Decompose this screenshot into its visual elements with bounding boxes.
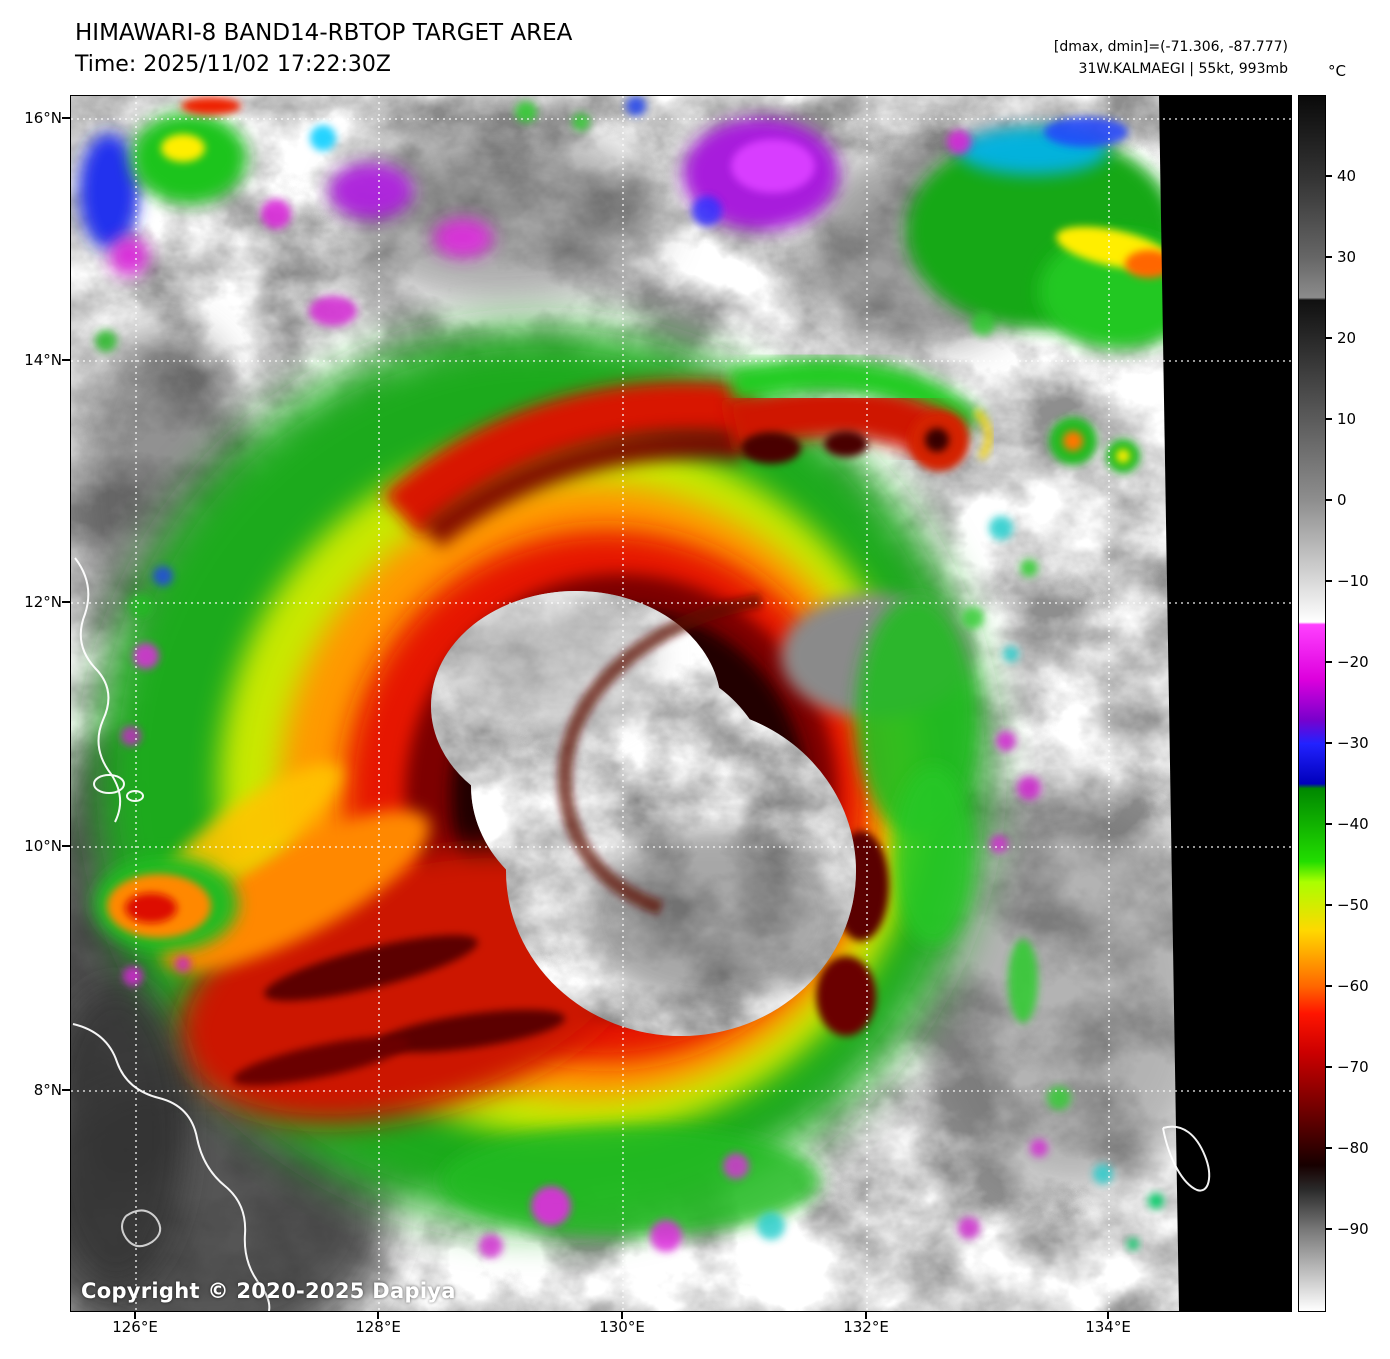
lat-tick-mark <box>62 845 70 847</box>
northwest-cluster <box>79 97 336 352</box>
satellite-map: Copyright © 2020-2025 Dapiya <box>70 95 1292 1312</box>
colorbar-label-0: 0 <box>1337 491 1347 509</box>
colorbar-tick-mark <box>1326 1147 1332 1149</box>
lon-label-134e: 134°E <box>1085 1318 1131 1336</box>
lat-label-8n: 8°N <box>33 1081 62 1099</box>
storm-info: 31W.KALMAEGI | 55kt, 993mb <box>1078 61 1288 77</box>
lon-tick-mark <box>377 1311 379 1319</box>
lon-label-130e: 130°E <box>599 1318 645 1336</box>
colorbar-label-n80: −80 <box>1337 1139 1369 1157</box>
colorbar-label-n60: −60 <box>1337 977 1369 995</box>
colorbar-tick-mark <box>1326 904 1332 906</box>
colorbar-tick-mark <box>1326 985 1332 987</box>
colorbar-label-30: 30 <box>1337 248 1357 266</box>
colorbar-tick-mark <box>1326 337 1332 339</box>
scan-edge <box>1127 96 1291 1311</box>
east-scatter <box>958 417 1140 1239</box>
lat-tick-mark <box>62 601 70 603</box>
lon-tick-mark <box>865 1311 867 1319</box>
colorbar-label-20: 20 <box>1337 329 1357 347</box>
colorbar-tick-mark <box>1326 823 1332 825</box>
colorbar-label-n90: −90 <box>1337 1220 1369 1238</box>
coastlines <box>72 557 1211 1311</box>
lat-label-12n: 12°N <box>24 593 62 611</box>
lat-label-10n: 10°N <box>24 837 62 855</box>
typhoon-kalmaegi <box>96 328 993 1258</box>
grid-lines <box>71 96 1291 1311</box>
lon-tick-mark <box>621 1311 623 1319</box>
colorbar-tick-mark <box>1326 1066 1332 1068</box>
colorbar-label-n30: −30 <box>1337 734 1369 752</box>
colorbar-tick-mark <box>1326 175 1332 177</box>
lat-label-14n: 14°N <box>24 351 62 369</box>
lon-label-132e: 132°E <box>843 1318 889 1336</box>
lat-tick-mark <box>62 117 70 119</box>
figure-title: HIMAWARI-8 BAND14-RBTOP TARGET AREA <box>75 20 573 46</box>
colorbar-label-n10: −10 <box>1337 572 1369 590</box>
copyright-text: Copyright © 2020-2025 Dapiya <box>81 1279 456 1303</box>
north-purple-patches <box>309 96 839 326</box>
colorbar-tick-mark <box>1326 1228 1332 1230</box>
lon-tick-mark <box>1107 1311 1109 1319</box>
colorbar-tick-mark <box>1326 256 1332 258</box>
dark-sea-gap <box>71 986 186 1286</box>
colorbar-unit: °C <box>1328 62 1346 80</box>
colorbar-label-n40: −40 <box>1337 815 1369 833</box>
satellite-image <box>71 96 1291 1311</box>
lon-tick-mark <box>134 1311 136 1319</box>
lon-label-128e: 128°E <box>355 1318 401 1336</box>
colorbar-label-n70: −70 <box>1337 1058 1369 1076</box>
lat-tick-mark <box>62 359 70 361</box>
readout-block: [dmax, dmin]=(-71.306, -87.777) 31W.KALM… <box>1054 36 1288 80</box>
colorbar-gradient <box>1298 95 1326 1312</box>
lat-tick-mark <box>62 1089 70 1091</box>
colorbar-label-10: 10 <box>1337 410 1357 428</box>
colorbar-tick-mark <box>1326 661 1332 663</box>
colorbar-label-n20: −20 <box>1337 653 1369 671</box>
lat-label-16n: 16°N <box>24 109 62 127</box>
left-convection-cluster <box>94 856 238 986</box>
colorbar-tick-mark <box>1326 499 1332 501</box>
dmax-dmin-readout: [dmax, dmin]=(-71.306, -87.777) <box>1053 39 1288 55</box>
colorbar-tick-mark <box>1326 418 1332 420</box>
colorbar-label-n50: −50 <box>1337 896 1369 914</box>
colorbar-tick-mark <box>1326 580 1332 582</box>
colorbar-label-40: 40 <box>1337 167 1357 185</box>
lon-label-126e: 126°E <box>112 1318 158 1336</box>
figure-time: Time: 2025/11/02 17:22:30Z <box>75 52 391 77</box>
colorbar-tick-mark <box>1326 742 1332 744</box>
